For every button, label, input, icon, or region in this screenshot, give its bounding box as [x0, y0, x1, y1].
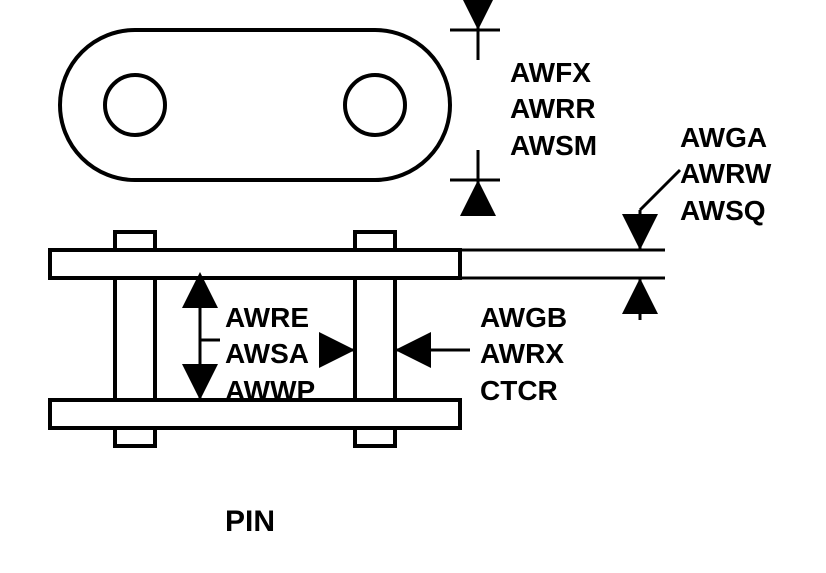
diagram-title: PIN	[0, 505, 500, 539]
dim-label: CTCR	[480, 373, 567, 409]
dim-plate-thickness-labels: AWGA AWRW AWSQ	[680, 120, 771, 229]
pin-hole-1	[105, 75, 165, 135]
dim-label: AWRR	[510, 91, 597, 127]
dim-label: AWWP	[225, 373, 315, 409]
dim-pin-diameter-labels: AWGB AWRX CTCR	[480, 300, 567, 409]
pin-diagram	[0, 0, 826, 573]
dim-label: AWSM	[510, 128, 597, 164]
dim-label: AWGA	[680, 120, 771, 156]
dim-inner-width-labels: AWRE AWSA AWWP	[225, 300, 315, 409]
dim-label: AWFX	[510, 55, 597, 91]
dim-label: AWSA	[225, 336, 315, 372]
dim-label: AWSQ	[680, 193, 771, 229]
dim-label: AWGB	[480, 300, 567, 336]
pin-hole-2	[345, 75, 405, 135]
dim-label: AWRE	[225, 300, 315, 336]
dim-label: AWRX	[480, 336, 567, 372]
link-plate-top-view	[60, 30, 450, 180]
dim-label: AWRW	[680, 156, 771, 192]
dim-plate-width-labels: AWFX AWRR AWSM	[510, 55, 597, 164]
